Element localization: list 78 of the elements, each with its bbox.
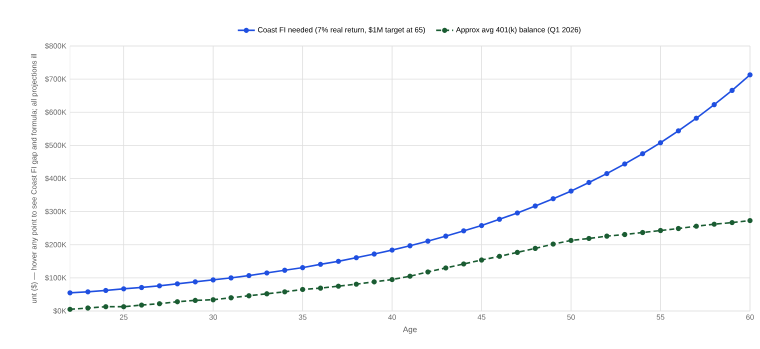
point (568, 238, 574, 244)
point (390, 247, 395, 253)
point (604, 170, 610, 176)
point (407, 243, 413, 248)
point (354, 255, 359, 260)
point (210, 277, 216, 282)
point (264, 291, 270, 296)
point (318, 286, 324, 291)
point (478, 257, 484, 263)
point (640, 151, 646, 156)
point (604, 234, 610, 239)
point (496, 254, 502, 259)
point (496, 216, 502, 222)
point (676, 226, 682, 232)
point (156, 301, 162, 306)
point (730, 220, 735, 226)
point (622, 232, 628, 238)
point (712, 102, 717, 108)
point (550, 241, 556, 247)
point (443, 234, 448, 239)
point (192, 298, 198, 303)
point (174, 281, 180, 286)
point (532, 203, 538, 209)
point (747, 72, 753, 78)
point (407, 274, 413, 279)
point (264, 270, 270, 276)
point (461, 228, 466, 234)
point (747, 218, 753, 224)
point (121, 286, 126, 292)
point (514, 210, 520, 216)
point (282, 268, 288, 273)
point (336, 258, 342, 264)
point (85, 305, 90, 311)
point (300, 286, 306, 292)
point (85, 289, 90, 294)
point (246, 272, 252, 278)
point (67, 306, 73, 312)
point (372, 279, 377, 284)
point (354, 282, 359, 287)
point (372, 251, 377, 257)
point (532, 246, 538, 251)
point (730, 88, 735, 93)
point (336, 284, 342, 289)
point (103, 288, 108, 294)
point (622, 161, 628, 167)
point (478, 222, 484, 228)
point (550, 196, 556, 202)
point (228, 275, 234, 280)
point (694, 116, 699, 121)
point (121, 304, 126, 310)
point (138, 302, 144, 308)
point (694, 224, 699, 229)
point (174, 299, 180, 304)
point (103, 304, 108, 310)
point (156, 283, 162, 288)
point (228, 295, 234, 300)
point (568, 188, 574, 194)
point (318, 262, 324, 267)
point (210, 297, 216, 302)
point (282, 289, 288, 294)
point (246, 293, 252, 298)
point (514, 250, 520, 255)
point (443, 265, 448, 271)
point (138, 284, 144, 290)
point (658, 140, 664, 146)
point (640, 230, 646, 236)
point (425, 238, 430, 244)
point (461, 261, 466, 267)
point (586, 180, 592, 186)
point (300, 265, 306, 270)
point (425, 269, 430, 275)
point (390, 276, 395, 282)
point (586, 236, 592, 242)
point (658, 228, 664, 234)
point (67, 290, 73, 296)
point (676, 128, 682, 134)
point (192, 279, 198, 284)
point (712, 222, 717, 227)
